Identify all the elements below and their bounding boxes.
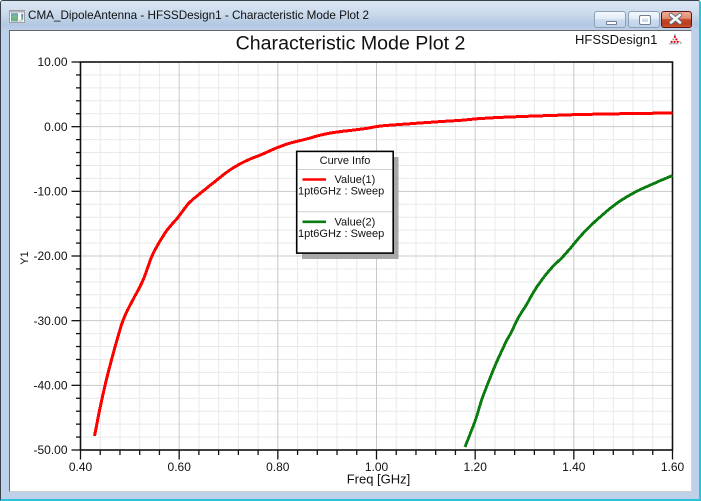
svg-text:1.60: 1.60 [661, 460, 685, 474]
svg-text:-30.00: -30.00 [33, 314, 67, 328]
svg-text:Y1: Y1 [19, 251, 31, 264]
svg-text:Curve Info: Curve Info [320, 155, 371, 167]
svg-text:Freq [GHz]: Freq [GHz] [347, 472, 411, 487]
svg-text:-10.00: -10.00 [33, 185, 67, 199]
svg-text:Value(1): Value(1) [335, 174, 376, 186]
svg-text:-20.00: -20.00 [33, 249, 67, 263]
svg-text:HFSSDesign1: HFSSDesign1 [575, 32, 657, 47]
svg-text:Characteristic Mode Plot 2: Characteristic Mode Plot 2 [236, 33, 466, 55]
svg-text:Value(2): Value(2) [335, 216, 376, 228]
svg-text:0.80: 0.80 [266, 460, 290, 474]
svg-text:0.00: 0.00 [44, 120, 68, 134]
svg-text:1.20: 1.20 [464, 460, 488, 474]
svg-text:1.00: 1.00 [365, 460, 389, 474]
svg-text:1.40: 1.40 [562, 460, 586, 474]
svg-text:0.40: 0.40 [69, 460, 93, 474]
svg-text:0.60: 0.60 [168, 460, 192, 474]
svg-text:1pt6GHz : Sweep: 1pt6GHz : Sweep [298, 186, 384, 198]
svg-text:10.00: 10.00 [37, 55, 67, 69]
svg-text:-50.00: -50.00 [33, 443, 67, 457]
svg-text:-40.00: -40.00 [33, 379, 67, 393]
svg-text:1pt6GHz : Sweep: 1pt6GHz : Sweep [298, 228, 384, 240]
